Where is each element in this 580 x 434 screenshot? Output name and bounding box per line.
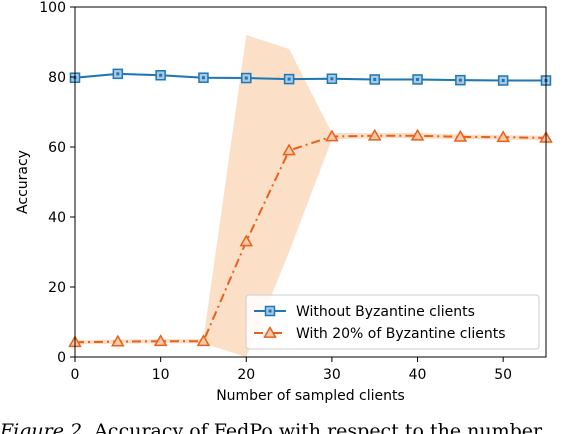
data-point-core (159, 73, 163, 77)
data-point-core (373, 77, 377, 81)
legend-marker (263, 325, 277, 338)
y-tick-label: 80 (48, 70, 66, 86)
data-point (196, 334, 211, 347)
y-tick-label: 60 (48, 140, 66, 156)
y-tick-label: 20 (48, 280, 66, 296)
legend-label: Without Byzantine clients (296, 304, 475, 320)
data-point (367, 128, 382, 141)
x-tick-label: 20 (237, 367, 255, 383)
y-axis-ticks: 0 20 40 60 80 100 (39, 0, 75, 366)
x-tick-label: 30 (323, 367, 341, 383)
data-point-core (244, 76, 248, 80)
series-line (75, 72, 546, 82)
data-point (453, 129, 468, 142)
figure-label: Figure 2. (0, 420, 89, 434)
series-lines (75, 72, 546, 344)
x-axis-label: Number of sampled clients (216, 388, 405, 404)
data-point-core (458, 78, 462, 82)
x-tick-label: 10 (152, 367, 170, 383)
accuracy-chart: 0 10 20 30 40 50 0 20 40 60 80 100 Number of sampl… (15, 0, 553, 404)
data-point (111, 334, 125, 347)
data-point-core (416, 77, 420, 81)
confidence-band (75, 35, 546, 357)
data-point-core (330, 77, 334, 81)
y-tick-label: 0 (57, 350, 66, 366)
data-point-core (201, 76, 205, 80)
data-point (282, 143, 296, 156)
y-axis-label: Accuracy (15, 150, 31, 214)
data-point-core (287, 77, 291, 81)
data-point-core (116, 72, 120, 76)
x-tick-label: 40 (409, 367, 427, 383)
data-point-core (501, 79, 505, 82)
legend-marker-core (268, 309, 272, 313)
plot-frame (74, 6, 547, 358)
caption-text: Accuracy of FedPo with respect to the nu… (94, 420, 543, 434)
y-tick-label: 40 (48, 210, 66, 226)
legend: Without Byzantine clients With 20% of Byz… (245, 294, 540, 350)
data-point (496, 130, 510, 143)
y-tick-label: 100 (39, 0, 66, 16)
legend-label: With 20% of Byzantine clients (296, 326, 506, 342)
x-axis-ticks: 0 10 20 30 40 50 (71, 357, 512, 383)
legend-box (245, 294, 540, 350)
data-point (410, 128, 425, 141)
figure-caption: Figure 2. Accuracy of FedPo with respect… (0, 418, 580, 434)
series-line (75, 134, 546, 344)
data-point (239, 234, 254, 247)
data-point (325, 129, 339, 142)
data-point (153, 334, 168, 347)
x-tick-label: 0 (71, 367, 80, 383)
x-tick-label: 50 (494, 367, 512, 383)
